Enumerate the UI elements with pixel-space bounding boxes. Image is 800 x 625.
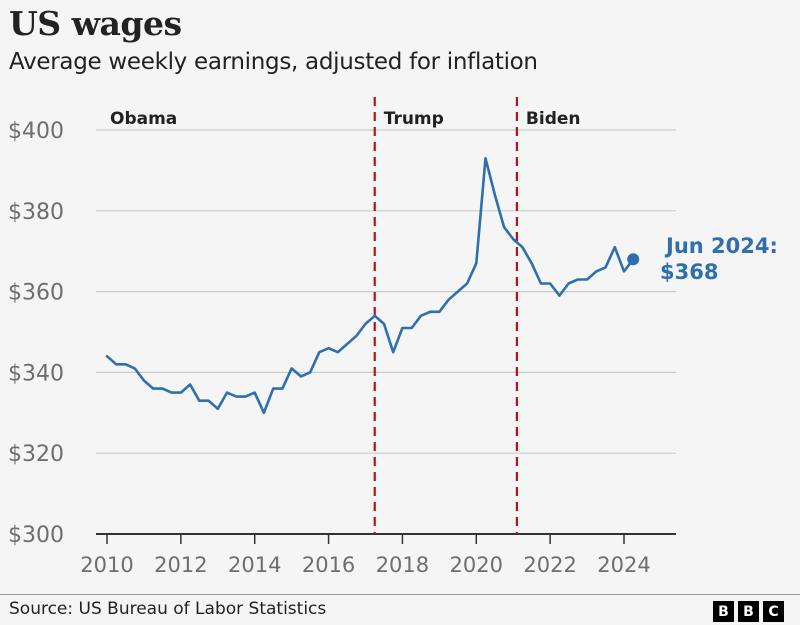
- chart-title: US wages: [9, 4, 182, 43]
- y-tick-label: $360: [8, 281, 64, 306]
- annotation-value-label: $368: [660, 260, 718, 284]
- x-tick-label: 2022: [523, 553, 576, 577]
- era-label-biden: Biden: [526, 109, 581, 129]
- footer-divider: [0, 594, 800, 595]
- logo-letter-c: C: [763, 601, 784, 622]
- y-tick-label: $340: [8, 361, 64, 386]
- line-chart: $300$320$340$360$380$400 2010 2012 2014 201…: [8, 97, 778, 577]
- y-tick-label: $300: [8, 523, 64, 548]
- y-tick-label: $320: [8, 442, 64, 467]
- x-tick-label: 2018: [376, 553, 429, 577]
- x-tick-label: 2014: [228, 553, 281, 577]
- y-tick-label: $380: [8, 200, 64, 225]
- endpoint-marker: [627, 253, 640, 266]
- source-note: Source: US Bureau of Labor Statistics: [9, 599, 327, 619]
- series-line: [105, 157, 635, 415]
- x-axis: 2010 2012 2014 2016 2018 2020 2022 2024: [80, 533, 676, 577]
- era-labels: Obama Trump Biden: [110, 109, 581, 129]
- x-tick-label: 2012: [154, 553, 207, 577]
- bbc-logo: B B C: [713, 601, 784, 622]
- x-tick-label: 2016: [302, 553, 355, 577]
- era-dividers: [373, 97, 519, 534]
- y-axis-ticks: $300 $320 $340 $360 $380 $400: [8, 119, 64, 548]
- era-label-trump: Trump: [384, 109, 444, 129]
- annotation-layer: Jun 2024:$368: [627, 234, 778, 284]
- gridlines: [96, 129, 676, 454]
- chart-subtitle: Average weekly earnings, adjusted for in…: [9, 49, 538, 75]
- logo-letter-b1: B: [713, 601, 734, 622]
- x-tick-label: 2020: [450, 553, 503, 577]
- era-label-obama: Obama: [110, 109, 177, 129]
- logo-letter-b2: B: [738, 601, 759, 622]
- x-tick-label: 2024: [597, 553, 650, 577]
- y-tick-label: $400: [8, 119, 64, 144]
- x-tick-label: 2010: [80, 553, 133, 577]
- series-layer: [105, 157, 635, 415]
- annotation-date-label: Jun 2024:: [664, 234, 778, 258]
